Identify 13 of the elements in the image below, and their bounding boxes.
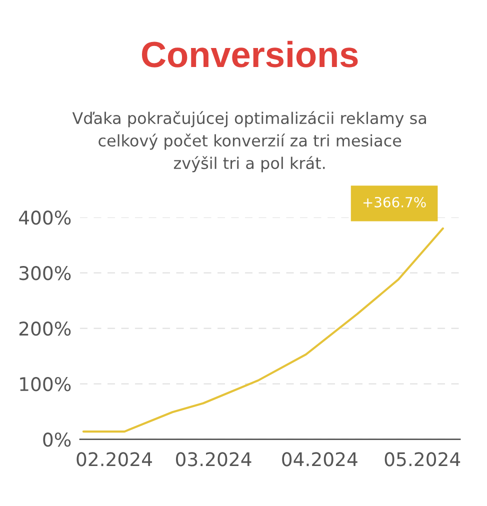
x-tick-label: 04.2024	[282, 452, 358, 466]
y-tick-label: 200%	[19, 322, 71, 336]
y-tick-label: 300%	[20, 266, 71, 280]
annotation: +366.7%	[363, 196, 426, 208]
chart-title: Conversions	[142, 40, 358, 68]
y-tick-label: 100%	[20, 377, 71, 392]
line-series	[82, 227, 444, 433]
y-tick-label: 400%	[18, 210, 71, 225]
y-tick-label: 0%	[43, 432, 71, 447]
x-tick-label: 02.2024	[76, 452, 152, 466]
x-tick-label: 03.2024	[176, 452, 252, 466]
chart-subtitle: Vďaka pokračujúcej optimalizácii reklamy sa celkový počet konverzií za tri mesiace zvýšil tri a pol krát.	[72, 111, 426, 172]
x-tick-label: 05.2024	[384, 452, 460, 466]
